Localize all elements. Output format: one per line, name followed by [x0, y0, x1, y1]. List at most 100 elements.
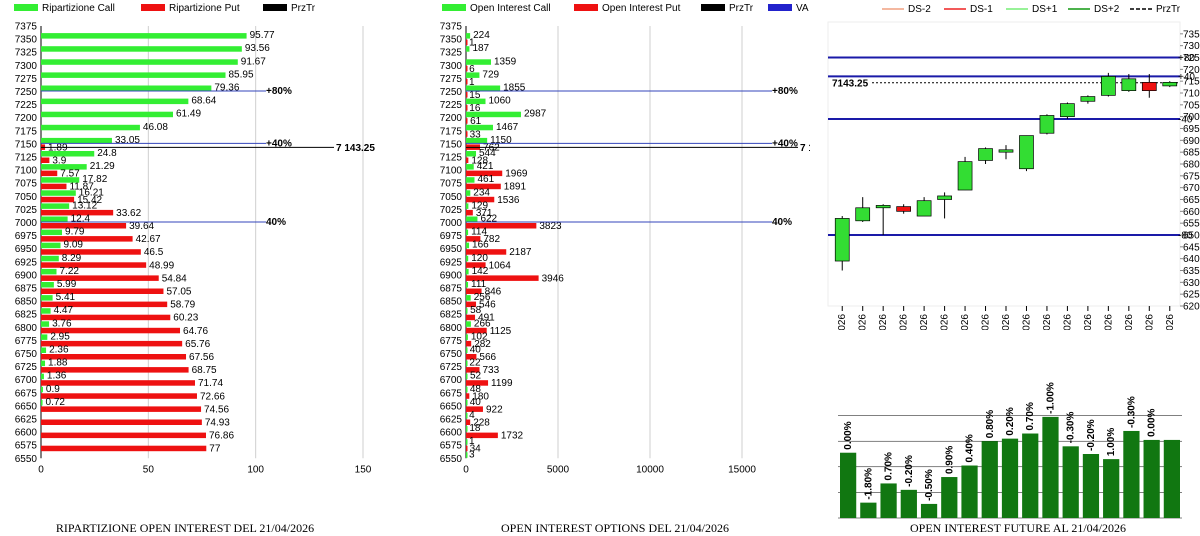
put-bar	[41, 249, 141, 255]
strike-label: 7375	[15, 22, 38, 33]
reference-label: 40%	[772, 217, 792, 228]
put-bar	[41, 262, 147, 268]
call-bar	[41, 360, 46, 367]
put-bar	[466, 39, 468, 46]
legend-swatch	[442, 4, 466, 11]
strike-label: 6700	[440, 375, 463, 386]
put-bar	[466, 170, 503, 177]
call-value-label: 461	[477, 174, 494, 185]
future-bar-label: 1.00%	[1106, 428, 1117, 456]
legend-label: DS-1	[970, 4, 993, 15]
future-bar	[900, 489, 917, 518]
reference-label: +40%	[772, 138, 798, 149]
call-bar	[466, 216, 478, 222]
put-bar	[41, 301, 168, 308]
call-bar	[41, 124, 140, 131]
put-bar	[466, 445, 468, 452]
strike-label: 6600	[15, 428, 38, 439]
call-value-label: 1	[469, 436, 475, 447]
prztr-label: 7 143.25	[800, 143, 810, 154]
x-tick-label: 09/04/2026	[981, 314, 992, 330]
candlestick-chart: DS-2 DS-1 DS+1 DS+2 PrzTr 6200625063006350640…	[827, 4, 1200, 330]
level-label: -40	[1178, 115, 1193, 126]
call-bar	[41, 229, 63, 236]
call-bar	[466, 295, 471, 301]
reference-label: +80%	[772, 86, 798, 97]
call-bar	[41, 386, 43, 393]
future-bar	[880, 483, 897, 518]
call-value-label: 1359	[494, 56, 517, 67]
call-bar	[466, 386, 468, 393]
strike-label: 6950	[440, 244, 463, 255]
call-value-label: 17.82	[82, 174, 107, 185]
legend-label: DS+1	[1032, 4, 1058, 15]
call-bar	[466, 111, 521, 118]
x-tick-label: 0	[463, 464, 469, 475]
call-value-label: 2.95	[50, 331, 70, 342]
y-tick-label: 6550	[1183, 219, 1200, 230]
call-bar	[466, 72, 480, 78]
call-bar	[41, 46, 242, 52]
candle-body	[855, 207, 871, 222]
put-bar	[466, 393, 470, 399]
future-bar-label: 0.80%	[985, 410, 996, 438]
call-bar	[41, 72, 226, 78]
legend-swatch	[701, 4, 725, 11]
candle-body	[998, 149, 1014, 153]
strike-label: 6675	[15, 388, 38, 399]
call-value-label: 3.76	[52, 318, 72, 329]
y-tick-label: 6800	[1183, 160, 1200, 171]
call-bar	[466, 282, 469, 288]
call-value-label: 12.4	[71, 214, 91, 225]
call-bar	[466, 59, 492, 65]
put-value-label: 58.79	[170, 300, 195, 311]
plot-frame	[827, 21, 1181, 307]
call-value-label: 5.41	[56, 292, 76, 303]
put-value-label: 1199	[491, 378, 513, 389]
put-value-label: 491	[478, 313, 495, 324]
call-bar	[466, 255, 469, 262]
put-bar	[466, 223, 537, 229]
strike-label: 6875	[440, 284, 463, 295]
call-value-label: 4.47	[54, 305, 74, 316]
reference-label: 40%	[266, 217, 286, 228]
put-bar	[466, 419, 471, 425]
x-tick-label: 31/03/2026	[837, 314, 848, 330]
x-tick-label: 21/04/2026	[1144, 314, 1155, 330]
call-value-label: 2987	[524, 109, 547, 120]
call-value-label: 2.36	[49, 345, 69, 356]
future-bar-label: -0.20%	[1086, 419, 1097, 451]
call-value-label: 1467	[496, 122, 519, 133]
call-bar	[466, 321, 471, 327]
ripartizione-chart: Ripartizione Call Ripartizione Put PrzTr 0 5…	[14, 3, 375, 535]
put-value-label: 180	[472, 391, 489, 402]
strike-label: 6825	[440, 310, 463, 321]
future-bar	[1001, 438, 1019, 518]
y-tick-label: 7200	[1183, 65, 1200, 76]
strike-label: 6725	[15, 362, 38, 373]
strike-label: 7350	[15, 35, 38, 46]
strike-label: 6950	[15, 244, 38, 255]
legend-label: Open Interest Call	[470, 3, 551, 14]
call-value-label: 21.29	[90, 161, 115, 172]
call-value-label: 95.77	[250, 30, 275, 41]
call-value-label: 114	[471, 227, 487, 238]
future-open-interest-chart: 0.00% -1.80% 0.70% -0.20% -0.50% 0.90% 0.40% 0.…	[838, 382, 1182, 535]
call-bar	[466, 46, 470, 52]
strike-label: 7100	[15, 166, 38, 177]
x-tick-label: 5000	[547, 464, 570, 475]
candle-body	[834, 218, 850, 262]
put-bar	[466, 65, 468, 72]
reference-label: +40%	[266, 138, 292, 149]
call-bar	[466, 85, 501, 91]
legend-swatch	[14, 4, 38, 11]
future-bar-label: -0.20%	[904, 455, 915, 487]
strike-label: 6700	[15, 375, 38, 386]
call-value-label: 9.09	[64, 240, 84, 251]
call-bar	[41, 268, 57, 275]
put-bar	[41, 157, 50, 163]
call-bar	[466, 242, 470, 249]
call-bar	[466, 190, 471, 196]
put-bar	[41, 223, 127, 229]
call-bar	[41, 203, 70, 209]
